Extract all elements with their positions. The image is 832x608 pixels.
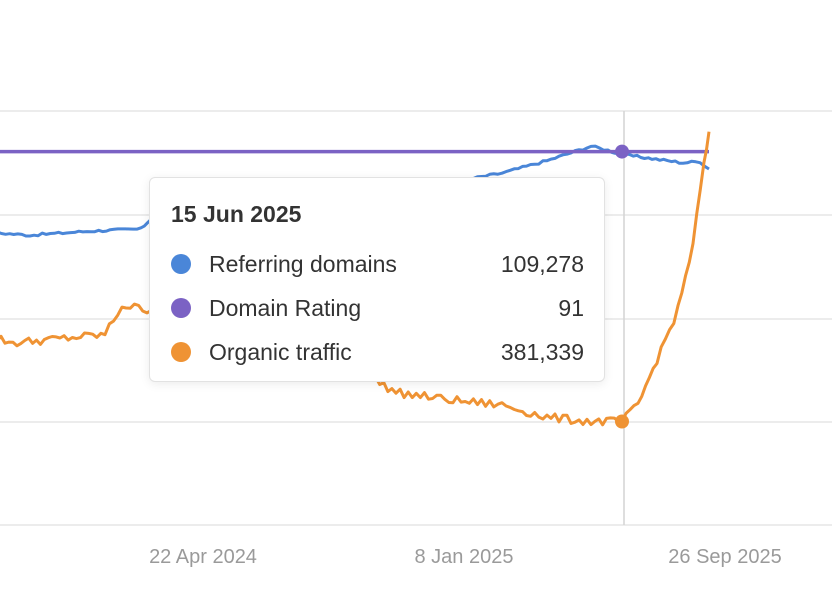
tooltip-row-domain-rating: Domain Rating 91 bbox=[171, 286, 584, 330]
x-tick-label: 8 Jan 2025 bbox=[415, 546, 514, 568]
tooltip-value: 91 bbox=[558, 294, 584, 321]
tooltip-date: 15 Jun 2025 bbox=[171, 201, 302, 227]
tooltip-row-organic-traffic: Organic traffic 381,339 bbox=[171, 330, 584, 374]
x-tick-label: 22 Apr 2024 bbox=[149, 546, 257, 568]
tooltip-value: 109,278 bbox=[500, 250, 584, 277]
tooltip-label: Referring domains bbox=[209, 250, 397, 277]
legend-dot-organic-traffic bbox=[171, 342, 191, 362]
tooltip-value: 381,339 bbox=[500, 338, 584, 365]
hover-marker-domain-rating bbox=[615, 144, 629, 159]
legend-dot-domain-rating bbox=[171, 298, 191, 318]
hover-marker-organic-traffic bbox=[615, 414, 629, 429]
tooltip: 15 Jun 2025 Referring domains 109,278 Do… bbox=[149, 177, 605, 382]
tooltip-label: Organic traffic bbox=[209, 338, 352, 365]
tooltip-label: Domain Rating bbox=[209, 294, 362, 321]
x-tick-label: 26 Sep 2025 bbox=[668, 546, 781, 568]
tooltip-row-referring-domains: Referring domains 109,278 bbox=[171, 242, 584, 286]
legend-dot-referring-domains bbox=[171, 254, 191, 274]
